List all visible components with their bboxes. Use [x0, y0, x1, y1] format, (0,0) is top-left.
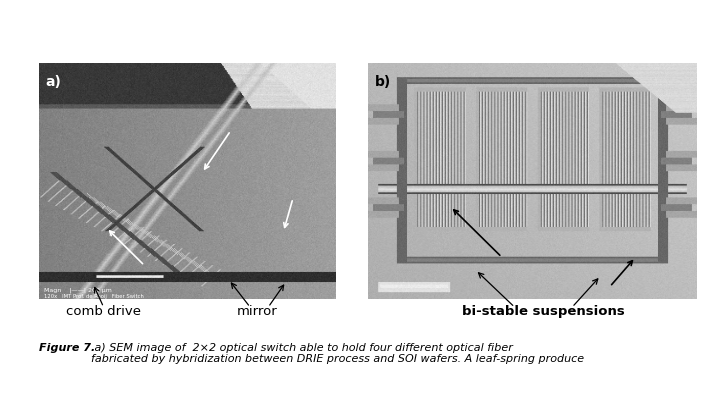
Text: mirror: mirror: [237, 305, 277, 318]
Text: comb drive: comb drive: [66, 305, 141, 318]
Text: b): b): [375, 75, 390, 89]
Text: a) SEM image of  2×2 optical switch able to hold four different optical fiber
fa: a) SEM image of 2×2 optical switch able …: [91, 343, 584, 364]
Text: Magn    |——| 200 µm: Magn |——| 200 µm: [44, 288, 112, 293]
Text: a): a): [45, 75, 61, 89]
Text: bi-stable suspensions: bi-stable suspensions: [462, 305, 625, 318]
Text: Figure 7.: Figure 7.: [39, 343, 96, 353]
Text: 120x   IMT Prof. de Rooij   Fiber Switch: 120x IMT Prof. de Rooij Fiber Switch: [44, 294, 144, 299]
